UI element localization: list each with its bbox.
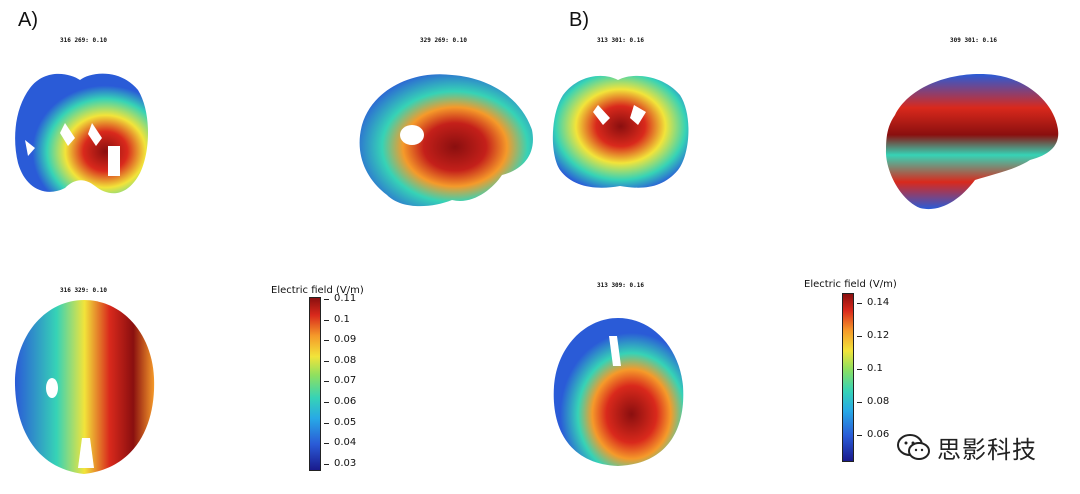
watermark-text: 思影科技 [937, 436, 1037, 464]
slice-title-a-coronal: 316 269: 0.10 [60, 37, 107, 44]
colorbar-a-tick: 0.03 [323, 457, 357, 469]
colorbar-a-title: Electric field (V/m) [271, 285, 364, 296]
brain-slice-a-axial [14, 300, 155, 474]
colorbar-a-tick: 0.11 [323, 293, 357, 304]
colorbar-a-tick: 0.1 [324, 313, 350, 325]
colorbar-b-tick: 0.06 [856, 429, 890, 440]
slice-title-a-sagittal: 329 269: 0.10 [420, 37, 467, 44]
colorbar-a-tick: 0.07 [323, 375, 357, 387]
brain-slice-b-axial [553, 318, 684, 466]
slice-title-b-coronal: 313 301: 0.16 [597, 37, 644, 44]
colorbar-b-tick: 0.08 [856, 396, 890, 407]
colorbar-a-tick: 0.05 [323, 416, 357, 428]
colorbar-b-title: Electric field (V/m) [804, 279, 897, 290]
panel-a-label: A) [18, 9, 38, 31]
colorbar-a-tick: 0.08 [323, 354, 357, 366]
colorbar-a-tick: 0.09 [323, 334, 357, 346]
brain-slice-a-sagittal [359, 74, 533, 207]
brain-slice-b-sagittal [885, 74, 1059, 210]
watermark: 思影科技 [897, 430, 1037, 465]
brain-slice-a-coronal [15, 73, 148, 194]
brain-slice-b-coronal [552, 75, 689, 188]
slice-title-b-sagittal: 309 301: 0.16 [950, 37, 997, 44]
colorbar-a [309, 297, 321, 471]
colorbar-a-tick: 0.06 [323, 396, 357, 407]
colorbar-b-tick: 0.12 [856, 330, 890, 341]
panel-b-label: B) [569, 9, 589, 31]
slice-title-a-axial: 316 329: 0.10 [60, 287, 107, 294]
slice-title-b-axial: 313 309: 0.16 [597, 282, 644, 289]
colorbar-a-tick: 0.04 [323, 437, 357, 449]
colorbar-b-tick: 0.14 [856, 297, 890, 308]
colorbar-b-tick: 0.1 [857, 363, 883, 374]
wechat-icon [897, 433, 930, 460]
colorbar-b [842, 293, 854, 462]
